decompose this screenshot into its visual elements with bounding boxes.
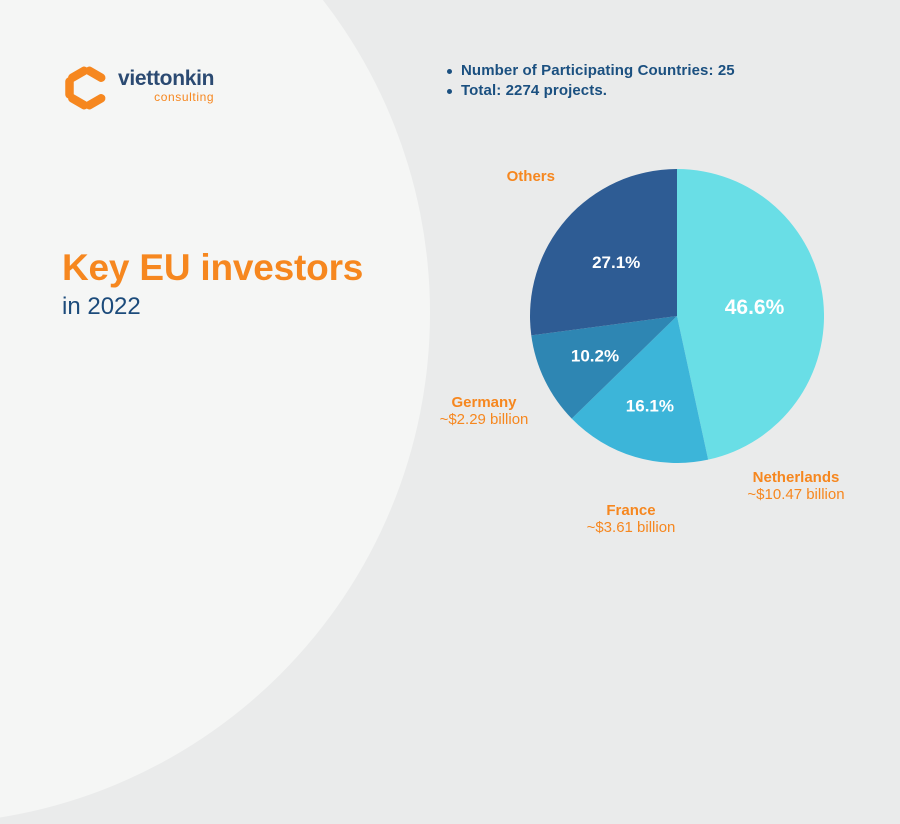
callout-germany: Germany ~$2.29 billion bbox=[408, 394, 560, 428]
country-name: Others bbox=[506, 168, 555, 185]
viettonkin-logo-icon bbox=[65, 66, 106, 110]
callout-netherlands: Netherlands ~$10.47 billion bbox=[718, 469, 874, 503]
page-subtitle: in 2022 bbox=[62, 293, 141, 320]
stat-text-total: Total: 2274 projects. bbox=[461, 82, 608, 99]
country-amount: ~$2.29 billion bbox=[439, 411, 529, 428]
pie-percent-label-others: 27.1% bbox=[592, 253, 640, 272]
country-name: France bbox=[606, 502, 656, 519]
pie-slice-netherlands bbox=[677, 169, 824, 460]
callout-others: Others bbox=[455, 168, 555, 185]
stats-list: Number of Participating Countries: 25 To… bbox=[447, 61, 735, 101]
pie-chart: 46.6% 16.1% 10.2% 27.1% bbox=[530, 169, 824, 463]
country-amount: ~$10.47 billion bbox=[747, 486, 845, 503]
pie-slice-others bbox=[530, 169, 677, 336]
bullet-icon bbox=[447, 69, 452, 74]
logo: viettonkin consulting bbox=[64, 63, 214, 112]
pie-percent-label-germany: 10.2% bbox=[571, 346, 619, 365]
pie-slice-france bbox=[571, 316, 709, 463]
brand-tagline: consulting bbox=[154, 90, 215, 104]
country-name: Netherlands bbox=[752, 469, 840, 486]
country-amount: ~$3.61 billion bbox=[586, 519, 676, 536]
pie-chart-container: 46.6% 16.1% 10.2% 27.1% bbox=[530, 169, 824, 463]
brand-name: viettonkin bbox=[118, 67, 215, 90]
country-name: Germany bbox=[451, 394, 517, 411]
stat-text-countries: Number of Participating Countries: 25 bbox=[461, 62, 735, 79]
pie-percent-label-netherlands: 46.6% bbox=[725, 296, 785, 319]
callout-france: France ~$3.61 billion bbox=[556, 502, 706, 536]
background-curve bbox=[0, 0, 430, 824]
page-title: Key EU investors bbox=[62, 247, 364, 288]
title-block: Key EU investors in 2022 bbox=[62, 246, 363, 324]
bullet-icon bbox=[447, 89, 452, 94]
stat-item-total: Total: 2274 projects. bbox=[447, 81, 735, 101]
pie-slice-germany bbox=[531, 316, 677, 419]
stat-item-countries: Number of Participating Countries: 25 bbox=[447, 61, 735, 81]
pie-percent-label-france: 16.1% bbox=[626, 397, 674, 416]
